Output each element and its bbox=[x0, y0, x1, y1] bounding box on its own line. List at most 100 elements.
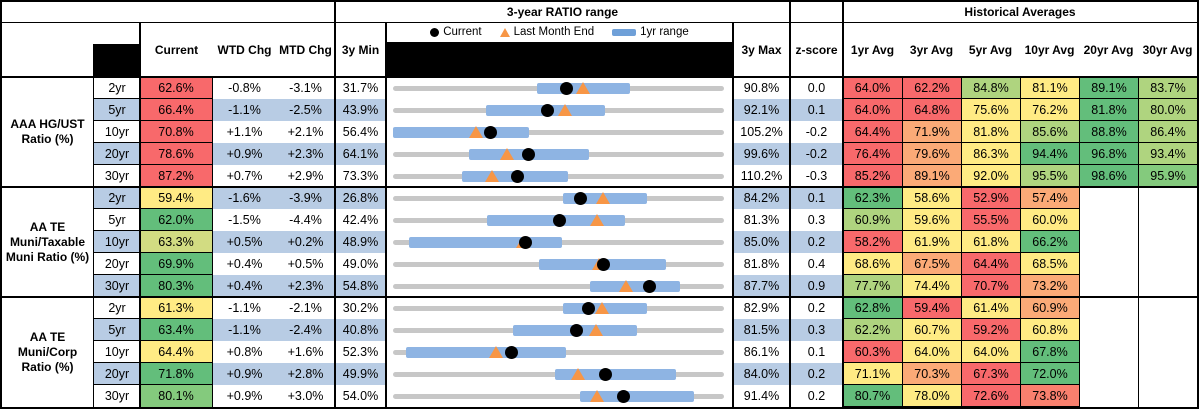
3y-max-cell[interactable]: 91.4% bbox=[743, 389, 780, 403]
avg-30yr-cell[interactable] bbox=[1138, 363, 1197, 385]
3y-min-cell[interactable]: 54.0% bbox=[342, 389, 379, 403]
avg-3yr-cell[interactable]: 58.6% bbox=[902, 187, 961, 209]
avg-10yr-cell[interactable]: 94.4% bbox=[1020, 143, 1079, 165]
avg-20yr-cell[interactable]: 88.8% bbox=[1079, 121, 1138, 143]
current-value-cell[interactable]: 66.4% bbox=[140, 99, 213, 121]
3y-min-cell[interactable]: 73.3% bbox=[342, 169, 379, 183]
z-score-cell[interactable]: 0.1 bbox=[790, 187, 843, 209]
current-value-cell[interactable]: 64.4% bbox=[140, 341, 213, 363]
avg-20yr-cell[interactable] bbox=[1079, 209, 1138, 231]
mtd-change-cell[interactable]: +2.9% bbox=[287, 169, 324, 183]
3y-min-cell[interactable]: 43.9% bbox=[335, 99, 386, 121]
avg-3yr-cell[interactable]: 62.2% bbox=[902, 77, 961, 99]
avg-5yr-cell[interactable]: 52.9% bbox=[961, 187, 1020, 209]
current-value-cell[interactable]: 62.6% bbox=[140, 77, 213, 99]
3y-max-cell[interactable]: 110.2% bbox=[740, 169, 783, 183]
avg-3yr-cell[interactable]: 78.0% bbox=[902, 385, 961, 407]
avg-20yr-cell[interactable]: 81.8% bbox=[1079, 99, 1138, 121]
avg-10yr-cell[interactable]: 81.1% bbox=[1020, 77, 1079, 99]
avg-3yr-cell[interactable]: 70.3% bbox=[902, 363, 961, 385]
mtd-change-cell[interactable]: -2.1% bbox=[289, 301, 322, 315]
mtd-change-cell[interactable]: +0.5% bbox=[287, 257, 324, 271]
avg-30yr-cell[interactable]: 80.0% bbox=[1138, 99, 1197, 121]
avg-1yr-cell[interactable]: 58.2% bbox=[843, 231, 902, 253]
avg-30yr-cell[interactable] bbox=[1138, 209, 1197, 231]
3y-max-cell[interactable]: 90.8% bbox=[743, 81, 780, 95]
3y-min-cell[interactable]: 56.4% bbox=[342, 125, 379, 139]
mtd-change-cell[interactable]: +2.3% bbox=[276, 143, 335, 165]
avg-30yr-cell[interactable] bbox=[1138, 275, 1197, 297]
mtd-change-cell[interactable]: -3.1% bbox=[289, 81, 322, 95]
avg-5yr-cell[interactable]: 75.6% bbox=[961, 99, 1020, 121]
wtd-change-cell[interactable]: -1.5% bbox=[228, 213, 261, 227]
avg-1yr-cell[interactable]: 64.0% bbox=[843, 99, 902, 121]
avg-30yr-cell[interactable]: 93.4% bbox=[1138, 143, 1197, 165]
avg-10yr-cell[interactable]: 66.2% bbox=[1020, 231, 1079, 253]
z-score-cell[interactable]: 0.2 bbox=[790, 363, 843, 385]
avg-10yr-cell[interactable]: 76.2% bbox=[1020, 99, 1079, 121]
3y-max-cell[interactable]: 99.6% bbox=[733, 143, 790, 165]
mtd-change-cell[interactable]: +0.2% bbox=[276, 231, 335, 253]
mtd-change-cell[interactable]: +2.1% bbox=[287, 125, 324, 139]
avg-10yr-cell[interactable]: 73.2% bbox=[1020, 275, 1079, 297]
wtd-change-cell[interactable]: -1.6% bbox=[213, 187, 276, 209]
3y-max-cell[interactable]: 87.7% bbox=[733, 275, 790, 297]
z-score-cell[interactable]: -0.2 bbox=[790, 143, 843, 165]
avg-20yr-cell[interactable] bbox=[1079, 385, 1138, 407]
avg-10yr-cell[interactable]: 72.0% bbox=[1020, 363, 1079, 385]
avg-20yr-cell[interactable]: 98.6% bbox=[1079, 165, 1138, 187]
current-value-cell[interactable]: 78.6% bbox=[140, 143, 213, 165]
avg-3yr-cell[interactable]: 67.5% bbox=[902, 253, 961, 275]
avg-3yr-cell[interactable]: 59.4% bbox=[902, 297, 961, 319]
3y-min-cell[interactable]: 26.8% bbox=[335, 187, 386, 209]
avg-10yr-cell[interactable]: 57.4% bbox=[1020, 187, 1079, 209]
z-score-cell[interactable]: 0.9 bbox=[790, 275, 843, 297]
current-value-cell[interactable]: 62.0% bbox=[140, 209, 213, 231]
z-score-cell[interactable]: 0.4 bbox=[807, 257, 826, 271]
tenor-label[interactable]: 30yr bbox=[93, 165, 140, 187]
avg-30yr-cell[interactable] bbox=[1138, 297, 1197, 319]
avg-10yr-cell[interactable]: 67.8% bbox=[1020, 341, 1079, 363]
avg-5yr-cell[interactable]: 64.0% bbox=[961, 341, 1020, 363]
z-score-cell[interactable]: 0.1 bbox=[790, 99, 843, 121]
3y-min-cell[interactable]: 48.9% bbox=[335, 231, 386, 253]
avg-30yr-cell[interactable] bbox=[1138, 231, 1197, 253]
wtd-change-cell[interactable]: +0.9% bbox=[213, 363, 276, 385]
avg-5yr-cell[interactable]: 86.3% bbox=[961, 143, 1020, 165]
z-score-cell[interactable]: -0.2 bbox=[805, 125, 828, 139]
tenor-label[interactable]: 2yr bbox=[93, 297, 140, 319]
avg-10yr-cell[interactable]: 60.9% bbox=[1020, 297, 1079, 319]
avg-20yr-cell[interactable] bbox=[1079, 341, 1138, 363]
avg-20yr-cell[interactable] bbox=[1079, 297, 1138, 319]
z-score-cell[interactable]: 0.3 bbox=[790, 319, 843, 341]
current-value-cell[interactable]: 63.4% bbox=[140, 319, 213, 341]
3y-max-cell[interactable]: 81.5% bbox=[733, 319, 790, 341]
avg-1yr-cell[interactable]: 85.2% bbox=[843, 165, 902, 187]
avg-20yr-cell[interactable] bbox=[1079, 231, 1138, 253]
avg-5yr-cell[interactable]: 92.0% bbox=[961, 165, 1020, 187]
avg-30yr-cell[interactable] bbox=[1138, 385, 1197, 407]
tenor-label[interactable]: 30yr bbox=[93, 275, 140, 297]
wtd-change-cell[interactable]: +0.7% bbox=[226, 169, 263, 183]
tenor-label[interactable]: 5yr bbox=[93, 209, 140, 231]
mtd-change-cell[interactable]: -2.5% bbox=[276, 99, 335, 121]
current-value-cell[interactable]: 69.9% bbox=[140, 253, 213, 275]
avg-1yr-cell[interactable]: 62.8% bbox=[843, 297, 902, 319]
3y-max-cell[interactable]: 84.2% bbox=[733, 187, 790, 209]
tenor-label[interactable]: 20yr bbox=[93, 363, 140, 385]
avg-5yr-cell[interactable]: 59.2% bbox=[961, 319, 1020, 341]
avg-20yr-cell[interactable]: 96.8% bbox=[1079, 143, 1138, 165]
avg-20yr-cell[interactable] bbox=[1079, 187, 1138, 209]
avg-5yr-cell[interactable]: 61.8% bbox=[961, 231, 1020, 253]
avg-3yr-cell[interactable]: 89.1% bbox=[902, 165, 961, 187]
avg-20yr-cell[interactable] bbox=[1079, 319, 1138, 341]
z-score-cell[interactable]: 0.2 bbox=[790, 231, 843, 253]
3y-max-cell[interactable]: 81.3% bbox=[743, 213, 780, 227]
current-value-cell[interactable]: 70.8% bbox=[140, 121, 213, 143]
avg-3yr-cell[interactable]: 59.6% bbox=[902, 209, 961, 231]
wtd-change-cell[interactable]: -1.1% bbox=[213, 99, 276, 121]
wtd-change-cell[interactable]: +0.4% bbox=[213, 275, 276, 297]
avg-1yr-cell[interactable]: 60.3% bbox=[843, 341, 902, 363]
tenor-label[interactable]: 2yr bbox=[93, 187, 140, 209]
mtd-change-cell[interactable]: +3.0% bbox=[287, 389, 324, 403]
